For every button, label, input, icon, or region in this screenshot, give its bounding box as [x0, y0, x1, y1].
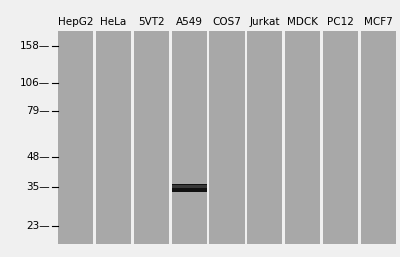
- Bar: [285, 31, 320, 244]
- Text: COS7: COS7: [212, 17, 242, 27]
- Bar: [323, 31, 358, 244]
- Text: A549: A549: [176, 17, 203, 27]
- Text: MCF7: MCF7: [364, 17, 393, 27]
- Text: 23—: 23—: [26, 221, 50, 231]
- Bar: [247, 31, 282, 244]
- Text: 35—: 35—: [26, 182, 50, 192]
- Bar: [172, 31, 207, 244]
- Text: 158—: 158—: [20, 41, 50, 51]
- Text: HeLa: HeLa: [100, 17, 126, 27]
- Bar: [361, 31, 396, 244]
- Bar: [172, 184, 207, 192]
- Text: 5VT2: 5VT2: [138, 17, 165, 27]
- Text: 48—: 48—: [26, 152, 50, 162]
- Bar: [172, 185, 207, 188]
- Text: 106—: 106—: [20, 78, 50, 88]
- Text: MDCK: MDCK: [287, 17, 318, 27]
- Text: HepG2: HepG2: [58, 17, 93, 27]
- Bar: [134, 31, 169, 244]
- Text: 79—: 79—: [26, 106, 50, 116]
- Bar: [210, 31, 244, 244]
- Text: PC12: PC12: [327, 17, 354, 27]
- Text: Jurkat: Jurkat: [250, 17, 280, 27]
- Bar: [96, 31, 131, 244]
- Bar: [58, 31, 93, 244]
